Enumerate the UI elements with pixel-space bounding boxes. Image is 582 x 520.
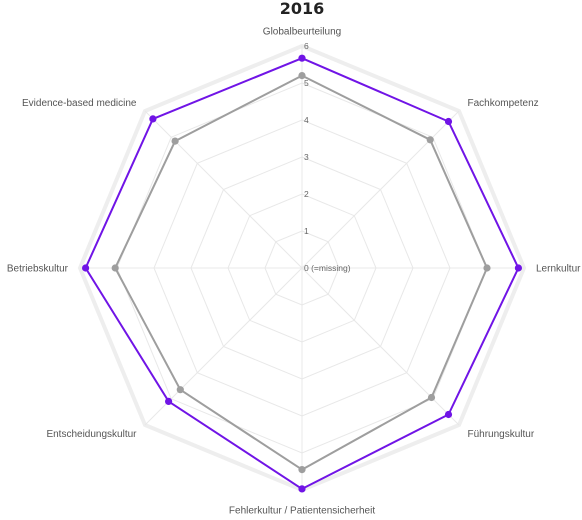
tick-label: 4: [304, 115, 309, 125]
data-point[interactable]: [426, 136, 434, 144]
axis-label: Fachkompetenz: [468, 98, 539, 109]
data-point[interactable]: [444, 410, 453, 419]
series-0: [82, 54, 523, 493]
data-point[interactable]: [298, 54, 306, 62]
axis-label: Globalbeurteilung: [263, 27, 341, 38]
data-point[interactable]: [514, 264, 523, 272]
axis-label: Lernkultur: [536, 264, 581, 275]
axis-label: Betriebskultur: [7, 264, 69, 275]
data-point[interactable]: [298, 72, 306, 80]
data-point[interactable]: [165, 397, 173, 405]
data-point[interactable]: [427, 393, 436, 402]
axis-label: Entscheidungskultur: [46, 429, 137, 440]
axis-spoke-3: [301, 267, 460, 426]
tick-label: 5: [304, 78, 309, 88]
radar-grid: [77, 43, 527, 493]
tick-label: 3: [304, 152, 309, 162]
series-layer: [82, 54, 523, 493]
data-point[interactable]: [298, 466, 306, 474]
axis-labels: Globalbeurteilung Fachkompetenz Lernkultur…: [7, 27, 581, 517]
chart-title: 2016: [280, 0, 325, 18]
data-point[interactable]: [82, 264, 90, 272]
tick-label: 6: [304, 41, 309, 51]
axis-spoke-7: [144, 110, 303, 269]
data-point[interactable]: [298, 485, 306, 493]
axis-label: Fehlerkultur / Patientensicherheit: [229, 506, 375, 517]
axis-spoke-5: [144, 267, 303, 426]
data-point[interactable]: [111, 264, 119, 272]
axis-label: Führungskultur: [468, 429, 535, 440]
tick-label: 2: [304, 189, 309, 199]
data-point[interactable]: [483, 264, 491, 272]
data-point[interactable]: [171, 137, 179, 145]
tick-label: 0 (=missing): [304, 263, 351, 273]
tick-label: 1: [304, 226, 309, 236]
axis-spoke-1: [301, 110, 460, 269]
data-point[interactable]: [444, 117, 453, 126]
data-point[interactable]: [176, 386, 184, 394]
axis-label: Evidence-based medicine: [22, 98, 137, 109]
data-point[interactable]: [149, 115, 157, 123]
radial-tick-labels: 0 (=missing) 1 2 3 4 5 6: [304, 41, 351, 273]
series-line: [114, 74, 488, 471]
series-1: [111, 72, 491, 474]
